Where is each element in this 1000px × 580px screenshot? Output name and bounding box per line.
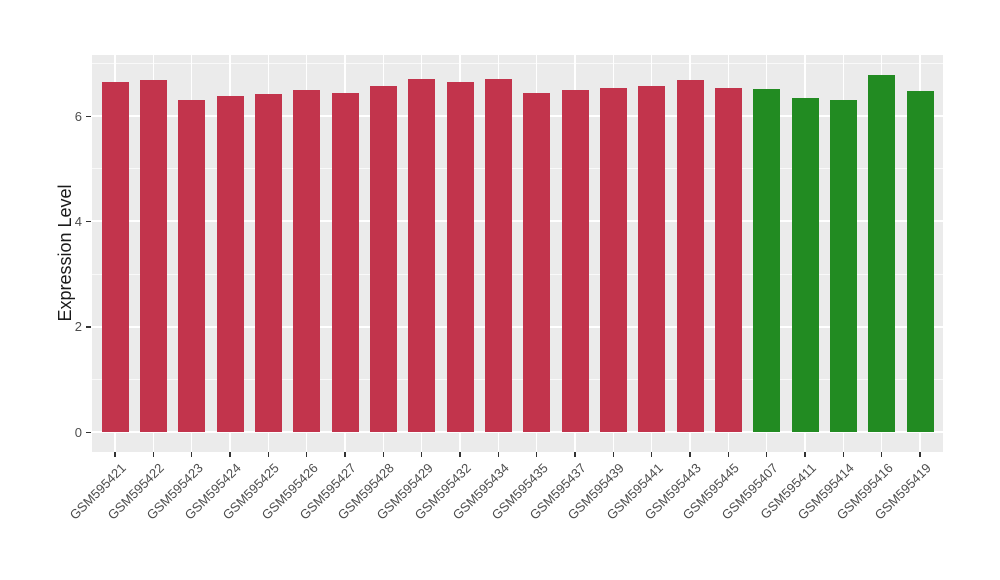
y-tick-mark <box>86 431 91 433</box>
major-gridline <box>92 220 943 223</box>
minor-gridline <box>92 168 943 170</box>
bar-GSM595439 <box>599 87 627 432</box>
x-tick-mark <box>152 452 155 457</box>
x-tick-mark <box>420 452 423 457</box>
x-tick-mark <box>842 452 845 457</box>
bar-GSM595437 <box>561 90 589 432</box>
major-gridline <box>92 431 943 433</box>
x-tick-mark <box>229 452 231 457</box>
x-tick-mark <box>650 452 653 457</box>
plot-panel <box>92 55 943 452</box>
x-tick-mark <box>344 452 346 457</box>
x-tick-mark <box>765 452 768 457</box>
bar-GSM595445 <box>714 88 742 432</box>
bar-GSM595424 <box>216 96 244 432</box>
minor-gridline <box>92 378 943 380</box>
x-tick-mark <box>382 452 385 457</box>
x-tick-mark <box>305 452 308 457</box>
y-tick-label: 6 <box>74 108 82 124</box>
bar-GSM595426 <box>293 89 321 432</box>
y-tick-mark <box>86 220 91 223</box>
bar-GSM595416 <box>868 74 896 432</box>
bar-GSM595407 <box>753 88 781 432</box>
bar-GSM595435 <box>523 92 551 432</box>
bar-GSM595443 <box>676 80 704 432</box>
x-tick-mark <box>919 452 921 457</box>
y-tick-mark <box>86 326 91 328</box>
x-tick-mark <box>574 452 576 457</box>
x-tick-mark <box>727 452 730 457</box>
y-tick-label: 4 <box>74 213 82 229</box>
x-tick-mark <box>612 452 615 457</box>
x-tick-mark <box>267 452 270 457</box>
x-tick-mark <box>804 452 806 457</box>
bar-GSM595427 <box>331 92 359 432</box>
x-tick-mark <box>535 452 538 457</box>
bar-GSM595429 <box>408 79 436 432</box>
x-tick-mark <box>497 452 500 457</box>
x-tick-mark <box>459 452 461 457</box>
bar-GSM595421 <box>101 82 129 432</box>
y-tick-label: 0 <box>74 424 82 440</box>
bar-GSM595422 <box>139 80 167 432</box>
bar-GSM595434 <box>484 79 512 432</box>
x-tick-mark <box>689 452 691 457</box>
minor-gridline <box>92 62 943 64</box>
major-gridline <box>92 325 943 328</box>
x-tick-mark <box>114 452 116 457</box>
bar-GSM595419 <box>906 91 934 432</box>
y-tick-mark <box>86 115 91 118</box>
bar-GSM595425 <box>254 93 282 432</box>
minor-gridline <box>92 273 943 275</box>
x-tick-mark <box>880 452 883 457</box>
bar-GSM595428 <box>369 85 397 432</box>
y-tick-label: 2 <box>74 319 82 335</box>
bar-GSM595441 <box>638 85 666 432</box>
x-tick-mark <box>190 452 193 457</box>
major-gridline <box>92 115 943 118</box>
bar-GSM595411 <box>791 98 819 432</box>
y-axis-title: Expression Level <box>55 184 75 322</box>
bar-GSM595423 <box>178 100 206 432</box>
bar-GSM595414 <box>829 99 857 432</box>
bar-GSM595432 <box>446 82 474 432</box>
